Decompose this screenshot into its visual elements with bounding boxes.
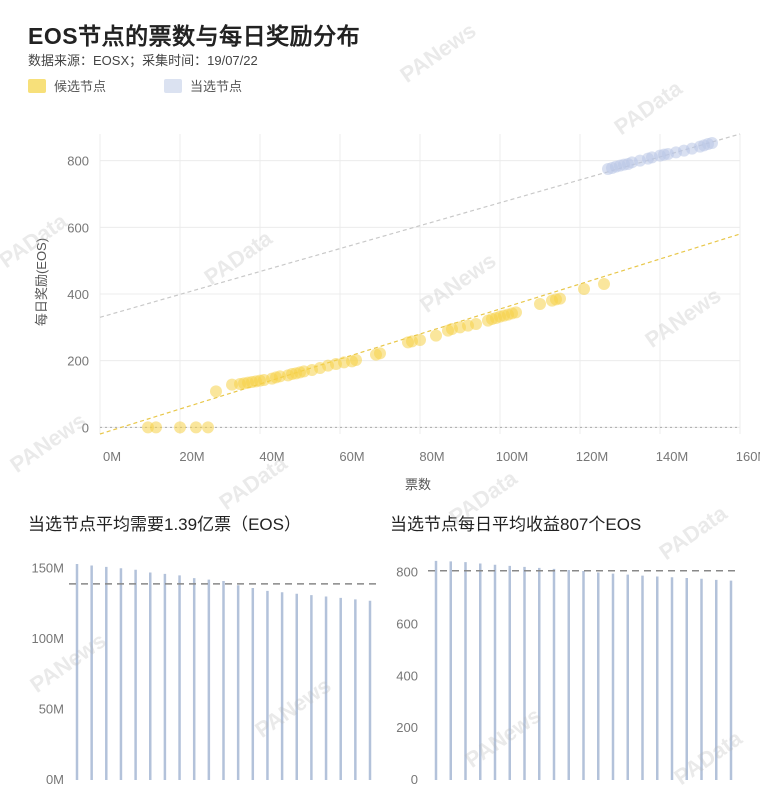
candidate-node-point [578, 283, 590, 295]
candidate-node-point [350, 354, 362, 366]
candidate-node-point [202, 421, 214, 434]
x-tick-label: 20M [179, 449, 204, 464]
legend-label-candidate: 候选节点 [54, 79, 107, 94]
x-tick-label: 80M [419, 449, 444, 464]
legend-swatch-candidate [28, 78, 46, 93]
bar-y-tick-label: 150M [31, 560, 64, 575]
y-tick-label: 800 [67, 154, 89, 169]
page-title: EOS节点的票数与每日奖励分布 [28, 23, 361, 49]
bar-y-tick-label: 0 [411, 772, 418, 787]
x-tick-label: 160M [736, 449, 760, 464]
candidate-node-point [598, 278, 610, 290]
bar-y-tick-label: 600 [396, 616, 418, 631]
bar-y-tick-label: 50M [39, 701, 64, 716]
reward-bar-chart-title: 当选节点每日平均收益807个EOS [390, 515, 642, 534]
candidate-node-point [510, 306, 522, 319]
bar-y-tick-label: 200 [396, 720, 418, 735]
bar-y-tick-label: 400 [396, 668, 418, 683]
elected-node-point [706, 137, 718, 149]
y-axis-title: 每日奖励(EOS) [34, 238, 49, 326]
legend-swatch-elected [164, 78, 182, 93]
votes-bar-chart-title: 当选节点平均需要1.39亿票（EOS） [28, 515, 301, 534]
data-source-subtitle: 数据来源：EOSX；采集时间：19/07/22 [28, 53, 258, 68]
x-tick-label: 60M [339, 449, 364, 464]
candidate-node-point [174, 421, 186, 434]
legend-label-elected: 当选节点 [190, 79, 243, 94]
y-tick-label: 600 [67, 220, 89, 235]
candidate-node-point [414, 334, 426, 346]
bar-y-tick-label: 0M [46, 772, 64, 787]
candidate-node-point [470, 318, 482, 330]
candidate-node-point [190, 421, 202, 434]
candidate-node-point [150, 421, 162, 434]
x-axis-title: 票数 [405, 477, 431, 492]
legend-item-candidate: 候选节点 [28, 76, 106, 95]
x-tick-label: 120M [576, 449, 609, 464]
y-tick-label: 400 [67, 287, 89, 302]
bar-y-tick-label: 800 [396, 565, 418, 580]
candidate-node-point [374, 347, 386, 360]
x-tick-label: 140M [656, 449, 689, 464]
x-tick-label: 100M [496, 449, 529, 464]
candidate-node-point [430, 329, 442, 342]
legend-item-elected: 当选节点 [164, 76, 242, 95]
candidate-node-point [554, 292, 566, 305]
x-tick-label: 0M [103, 449, 121, 464]
y-tick-label: 0 [82, 420, 89, 435]
candidate-node-point [210, 385, 222, 398]
x-tick-label: 40M [259, 449, 284, 464]
y-tick-label: 200 [67, 354, 89, 369]
candidate-node-point [534, 298, 546, 310]
bar-y-tick-label: 100M [31, 631, 64, 646]
